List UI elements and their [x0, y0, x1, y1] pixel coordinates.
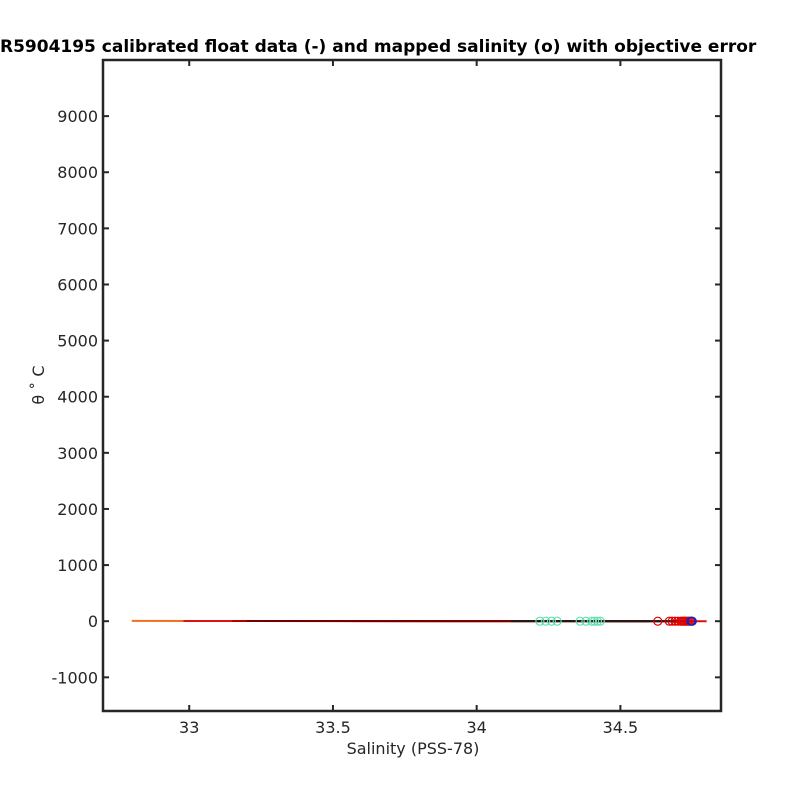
- plot-marks: [131, 616, 707, 626]
- y-tick-label: 1000: [57, 556, 98, 575]
- mapped-salinity-point: [687, 616, 697, 626]
- mapped-salinity-point: [581, 616, 591, 626]
- mapped-salinity-point: [541, 616, 551, 626]
- mapped-salinity-point: [592, 616, 603, 626]
- y-tick-label: 6000: [57, 275, 98, 294]
- mapped-salinity-point: [535, 616, 545, 626]
- plot-frame: [101, 58, 723, 713]
- chart-title: R5904195 calibrated float data (-) and m…: [0, 37, 757, 57]
- mapped-salinity-point: [546, 616, 557, 626]
- mapped-salinity-point: [589, 616, 600, 626]
- y-tick-label: 9000: [57, 107, 98, 126]
- x-tick-label: 34.5: [603, 718, 639, 737]
- y-tick-label: 2000: [57, 500, 98, 519]
- y-tick-label: 8000: [57, 163, 98, 182]
- y-tick-label: 0: [88, 612, 98, 631]
- mapped-salinity-point: [575, 616, 585, 626]
- y-tick-label: 3000: [57, 444, 98, 463]
- y-tick-label: 7000: [57, 219, 98, 238]
- mapped-salinity-point: [552, 616, 562, 626]
- x-tick-label: 34: [466, 718, 486, 737]
- mapped-salinity-point: [670, 616, 680, 626]
- y-tick-label: -1000: [52, 668, 99, 687]
- y-axis-label: θ ˚ C: [29, 365, 48, 404]
- mapped-salinity-point: [664, 616, 674, 626]
- mapped-salinity-point: [673, 616, 683, 626]
- mapped-salinity-point: [587, 616, 597, 626]
- axes-layer: 33 33.5 34 34.5 -1000 0 1000 2000 3000 4000 5000 60…: [52, 58, 723, 737]
- x-tick-label: 33: [179, 718, 199, 737]
- x-tick-label: 33.5: [315, 718, 351, 737]
- mapped-salinity-point: [653, 616, 663, 626]
- y-tick-label: 4000: [57, 388, 98, 407]
- mapped-salinity-point: [595, 616, 605, 626]
- mapped-salinity-point: [667, 616, 677, 626]
- y-tick-label: 5000: [57, 332, 98, 351]
- x-axis-label: Salinity (PSS-78): [347, 739, 480, 758]
